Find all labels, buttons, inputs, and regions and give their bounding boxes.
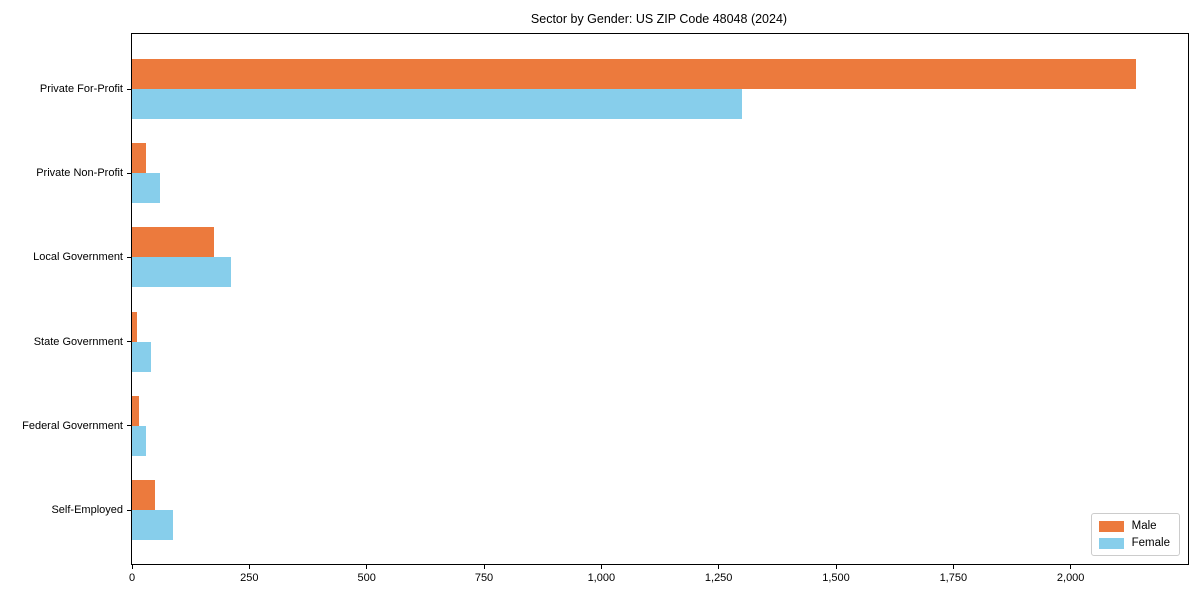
- bar-female-federal-government: [132, 425, 147, 456]
- male-swatch-icon: [1098, 520, 1124, 532]
- x-axis-tick-1,000: [600, 565, 602, 569]
- y-axis-label-local-government: Local Government: [33, 251, 123, 264]
- y-axis-tick-local-government: [127, 256, 131, 258]
- x-axis-tick-500: [366, 565, 368, 569]
- bar-female-private-for-profit: [132, 89, 743, 119]
- x-axis-ticklabel-1,750: 1,750: [939, 572, 968, 584]
- bar-male-state-government: [132, 311, 137, 342]
- y-axis-label-private-for-profit: Private For-Profit: [39, 83, 123, 95]
- x-axis-tick-750: [483, 565, 485, 569]
- y-axis-tick-private-for-profit: [127, 88, 131, 90]
- legend-item-male: Male: [1098, 520, 1170, 532]
- x-axis-ticklabel-1,500: 1,500: [822, 572, 850, 584]
- y-axis-label-federal-government: Federal Government: [22, 419, 123, 432]
- y-axis-label-self-employed: Self-Employed: [51, 504, 123, 516]
- female-swatch-icon: [1098, 537, 1124, 549]
- x-axis-tick-250: [248, 565, 250, 569]
- y-axis-tick-self-employed: [127, 509, 131, 511]
- x-axis-ticklabel-750: 750: [474, 572, 494, 584]
- bar-female-self-employed: [132, 510, 174, 540]
- x-axis-tick-1,250: [718, 565, 720, 569]
- x-axis-tick-2,000: [1070, 565, 1072, 569]
- y-axis-label-state-government: State Government: [33, 335, 123, 348]
- x-axis-ticklabel-500: 500: [357, 572, 376, 584]
- legend-label-male: Male: [1131, 520, 1157, 532]
- x-axis-tick-1,750: [952, 565, 954, 569]
- x-axis-tick-1,500: [835, 565, 837, 569]
- y-axis-tick-private-non-profit: [127, 172, 131, 174]
- legend-item-female: Female: [1098, 537, 1170, 549]
- bar-male-federal-government: [132, 395, 140, 426]
- bar-male-private-for-profit: [132, 59, 1137, 89]
- y-axis-tick-federal-government: [127, 425, 131, 427]
- chart-title: Sector by Gender: US ZIP Code 48048 (202…: [530, 12, 788, 26]
- legend-label-female: Female: [1131, 537, 1170, 549]
- bar-male-local-government: [132, 227, 215, 258]
- y-axis-label-private-non-profit: Private Non-Profit: [36, 167, 123, 180]
- bar-male-private-non-profit: [132, 143, 147, 174]
- bar-female-private-non-profit: [132, 173, 161, 204]
- y-axis-tick-state-government: [127, 341, 131, 343]
- x-axis-tick-0: [131, 565, 133, 569]
- bar-female-state-government: [132, 341, 151, 372]
- x-axis-ticklabel-1,000: 1,000: [587, 572, 616, 584]
- x-axis-ticklabel-2,000: 2,000: [1056, 572, 1085, 584]
- plot-area: Male Female Private For-Profit Private No…: [22, 33, 1189, 584]
- x-axis-ticklabel-1,250: 1,250: [704, 572, 733, 584]
- x-axis-ticklabel-250: 250: [240, 572, 259, 584]
- x-axis-ticklabel-0: 0: [128, 572, 136, 584]
- bar-male-self-employed: [132, 480, 156, 510]
- legend: Male Female: [1090, 513, 1180, 556]
- bar-female-local-government: [132, 257, 231, 288]
